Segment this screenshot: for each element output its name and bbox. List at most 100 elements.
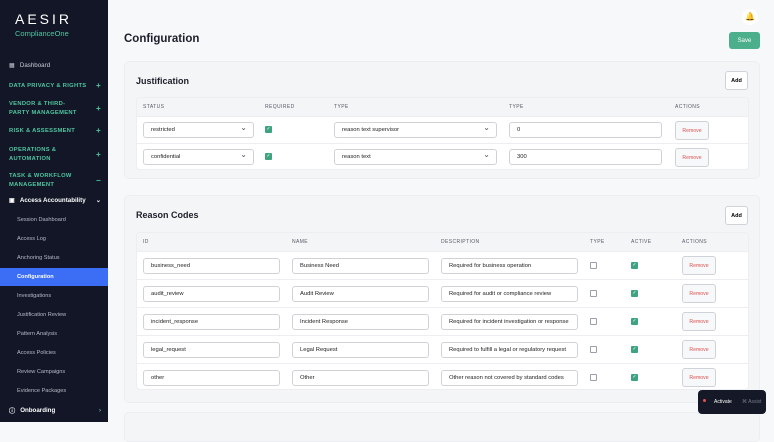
name-input[interactable]: Incident Response xyxy=(292,314,429,330)
name-input[interactable]: Other xyxy=(292,370,429,386)
description-input[interactable]: Required for audit or compliance review xyxy=(441,286,578,302)
sidebar-item-justification-review[interactable]: Justification Review xyxy=(17,312,67,318)
table-row: legal_request Legal Request Required to … xyxy=(137,335,748,363)
name-input[interactable]: Business Need xyxy=(292,258,429,274)
bell-icon[interactable]: 🔔 xyxy=(742,9,758,25)
sidebar-group-access-accountability[interactable]: ▣ Access Accountability ⌄ xyxy=(9,197,101,204)
type-checkbox[interactable] xyxy=(590,318,597,325)
chevron-down-icon: ⌄ xyxy=(95,197,101,204)
column-header: REQUIRED xyxy=(265,104,295,110)
type-select[interactable]: reason text supervisor xyxy=(334,122,497,138)
sidebar-item-access-log[interactable]: Access Log xyxy=(17,236,46,242)
chevron-right-icon: › xyxy=(98,407,101,414)
status-select[interactable]: restricted xyxy=(143,122,254,138)
table-header: ID NAME DESCRIPTION TYPE ACTIVE ACTIONS xyxy=(137,233,748,251)
sidebar-item-label: Onboarding xyxy=(20,407,56,414)
sidebar-section-task-workflow[interactable]: TASK & WORKFLOW MANAGEMENT − xyxy=(9,172,101,189)
column-header: ACTIONS xyxy=(682,239,708,245)
remove-button[interactable]: Remove xyxy=(682,368,716,387)
active-checkbox[interactable]: ✓ xyxy=(631,346,638,353)
active-checkbox[interactable]: ✓ xyxy=(631,262,638,269)
table-header: STATUS REQUIRED TYPE TYPE ACTIONS xyxy=(137,98,748,116)
type-select[interactable]: reason text xyxy=(334,149,497,165)
table-row: business_need Business Need Required for… xyxy=(137,251,748,279)
name-input[interactable]: Legal Request xyxy=(292,342,429,358)
description-input[interactable]: Required for business operation xyxy=(441,258,578,274)
table-row: other Other Other reason not covered by … xyxy=(137,363,748,389)
description-input[interactable]: Required for incident investigation or r… xyxy=(441,314,578,330)
assist-toast[interactable]: Activate ⌘ Assist xyxy=(698,390,766,414)
description-input[interactable]: Other reason not covered by standard cod… xyxy=(441,370,578,386)
logo: AESIR xyxy=(15,11,73,27)
sidebar-section-operations[interactable]: OPERATIONS & AUTOMATION + xyxy=(9,146,101,163)
type-input[interactable]: 0 xyxy=(509,122,662,138)
activate-button[interactable]: Activate xyxy=(714,399,732,405)
remove-button[interactable]: Remove xyxy=(682,312,716,331)
plus-icon: + xyxy=(96,149,101,159)
id-input[interactable]: incident_response xyxy=(143,314,280,330)
remove-button[interactable]: Remove xyxy=(675,121,709,140)
sidebar-section-vendor[interactable]: VENDOR & THIRD-PARTY MANAGEMENT + xyxy=(9,100,101,117)
remove-button[interactable]: Remove xyxy=(682,256,716,275)
id-input[interactable]: legal_request xyxy=(143,342,280,358)
column-header: ACTIONS xyxy=(675,104,701,110)
remove-button[interactable]: Remove xyxy=(675,148,709,167)
active-checkbox[interactable]: ✓ xyxy=(631,318,638,325)
name-input[interactable]: Audit Review xyxy=(292,286,429,302)
type-checkbox[interactable] xyxy=(590,262,597,269)
column-header: NAME xyxy=(292,239,309,245)
add-reason-code-button[interactable]: Add xyxy=(725,206,748,225)
sidebar-item-label: Dashboard xyxy=(19,62,51,69)
remove-button[interactable]: Remove xyxy=(682,340,716,359)
required-checkbox[interactable]: ✓ xyxy=(265,126,272,133)
column-header: ACTIVE xyxy=(631,239,652,245)
section-label: RISK & ASSESSMENT xyxy=(9,128,76,134)
id-input[interactable]: business_need xyxy=(143,258,280,274)
type-checkbox[interactable] xyxy=(590,290,597,297)
section-title: Justification xyxy=(136,76,190,86)
sidebar-item-review-campaigns[interactable]: Review Campaigns xyxy=(17,369,66,375)
column-header: DESCRIPTION xyxy=(441,239,480,245)
id-input[interactable]: audit_review xyxy=(143,286,280,302)
description-input[interactable]: Required to fulfill a legal or regulator… xyxy=(441,342,578,358)
minus-icon: − xyxy=(96,175,101,185)
remove-button[interactable]: Remove xyxy=(682,284,716,303)
column-header: ID xyxy=(143,239,149,245)
table-row: restricted ✓ reason text supervisor 0 Re… xyxy=(137,116,748,143)
info-icon: ⓘ xyxy=(9,408,16,415)
status-select[interactable]: confidential xyxy=(143,149,254,165)
column-header: STATUS xyxy=(143,104,165,110)
grid-icon: ▦ xyxy=(9,62,15,69)
document-icon: ▣ xyxy=(9,197,15,204)
active-checkbox[interactable]: ✓ xyxy=(631,290,638,297)
type-checkbox[interactable] xyxy=(590,374,597,381)
section-label: TASK & WORKFLOW MANAGEMENT xyxy=(9,173,72,188)
sidebar-item-investigations[interactable]: Investigations xyxy=(17,293,52,299)
section-title: Reason Codes xyxy=(136,210,199,220)
sidebar-item-configuration[interactable]: Configuration xyxy=(0,268,108,286)
justification-table: STATUS REQUIRED TYPE TYPE ACTIONS restri… xyxy=(136,97,749,170)
sidebar-item-dashboard[interactable]: ▦ Dashboard xyxy=(9,62,101,69)
sidebar-item-session-dashboard[interactable]: Session Dashboard xyxy=(17,217,66,223)
active-checkbox[interactable]: ✓ xyxy=(631,374,638,381)
type-checkbox[interactable] xyxy=(590,346,597,353)
column-header: TYPE xyxy=(334,104,349,110)
section-label: VENDOR & THIRD-PARTY MANAGEMENT xyxy=(9,101,77,116)
save-button[interactable]: Save xyxy=(729,32,760,49)
column-header: TYPE xyxy=(590,239,605,245)
status-dot-icon xyxy=(703,399,706,402)
sidebar-item-pattern-analysis[interactable]: Pattern Analysis xyxy=(17,331,58,337)
id-input[interactable]: other xyxy=(143,370,280,386)
required-checkbox[interactable]: ✓ xyxy=(265,153,272,160)
sidebar-item-onboarding[interactable]: ⓘ Onboarding › xyxy=(9,406,101,415)
logo-subtitle: ComplianceOne xyxy=(15,29,69,38)
sidebar-item-evidence-packages[interactable]: Evidence Packages xyxy=(17,388,67,394)
sidebar-section-data-privacy[interactable]: DATA PRIVACY & RIGHTS + xyxy=(9,81,101,91)
reason-codes-table: ID NAME DESCRIPTION TYPE ACTIVE ACTIONS … xyxy=(136,232,749,390)
type-input[interactable]: 300 xyxy=(509,149,662,165)
sidebar-item-anchoring-status[interactable]: Anchoring Status xyxy=(17,255,60,261)
add-justification-button[interactable]: Add xyxy=(725,71,748,90)
sidebar-section-risk[interactable]: RISK & ASSESSMENT + xyxy=(9,126,101,136)
sidebar-item-access-policies[interactable]: Access Policies xyxy=(17,350,56,356)
table-row: incident_response Incident Response Requ… xyxy=(137,307,748,335)
